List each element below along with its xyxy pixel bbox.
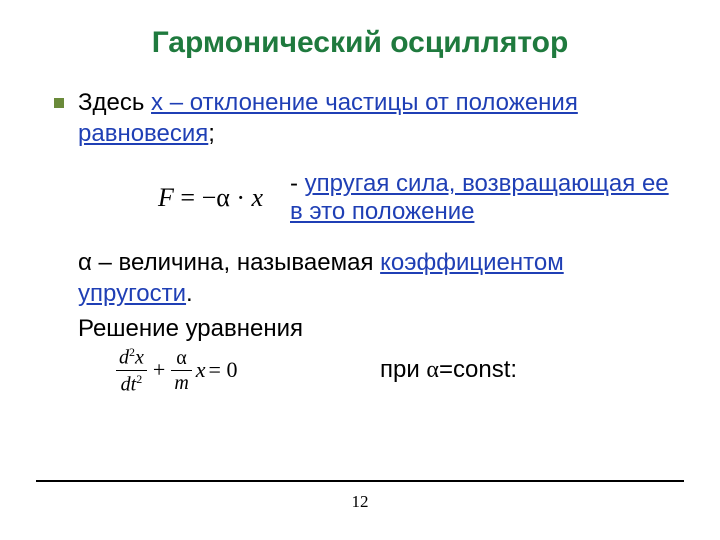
equation-row: d2x dt2 + α m x = 0 при α=const: — [78, 346, 684, 394]
after-formula-text: - упругая сила, возвращающая ее в это по… — [290, 170, 684, 226]
divider — [36, 480, 684, 482]
formula-force: F = −α · x — [78, 153, 290, 243]
frac-d2x-dt2: d2x dt2 — [116, 346, 147, 394]
slide-title: Гармонический осциллятор — [36, 26, 684, 60]
text: Здесь — [78, 89, 151, 116]
link-elastic-force: упругая сила, возвращающая ее в это поло… — [290, 170, 669, 225]
bullet-item: Здесь х – отклонение частицы от положени… — [54, 88, 684, 274]
text: при — [380, 356, 426, 383]
differential-equation: d2x dt2 + α m x = 0 — [78, 346, 350, 394]
alpha-symbol: α — [426, 357, 439, 383]
slide-body: Здесь х – отклонение частицы от положени… — [54, 88, 684, 395]
text: . — [186, 280, 193, 307]
formula-row-1: F = −α · x - упругая сила, возвращающая … — [78, 153, 684, 243]
text: α – величина, называемая — [78, 249, 380, 276]
line-4: Решение уравнения — [78, 314, 684, 345]
slide: Гармонический осциллятор Здесь х – откло… — [0, 0, 720, 540]
link-x-deviation: х – отклонение частицы от положения равн… — [78, 89, 578, 147]
text: ; — [208, 120, 215, 147]
text: =const: — [439, 356, 517, 383]
bullet-icon — [54, 98, 64, 108]
frac-alpha-m: α m — [171, 348, 191, 393]
line-1: Здесь х – отклонение частицы от положени… — [78, 88, 684, 149]
page-number: 12 — [0, 492, 720, 512]
text: - — [290, 170, 305, 197]
condition-text: при α=const: — [380, 356, 517, 384]
